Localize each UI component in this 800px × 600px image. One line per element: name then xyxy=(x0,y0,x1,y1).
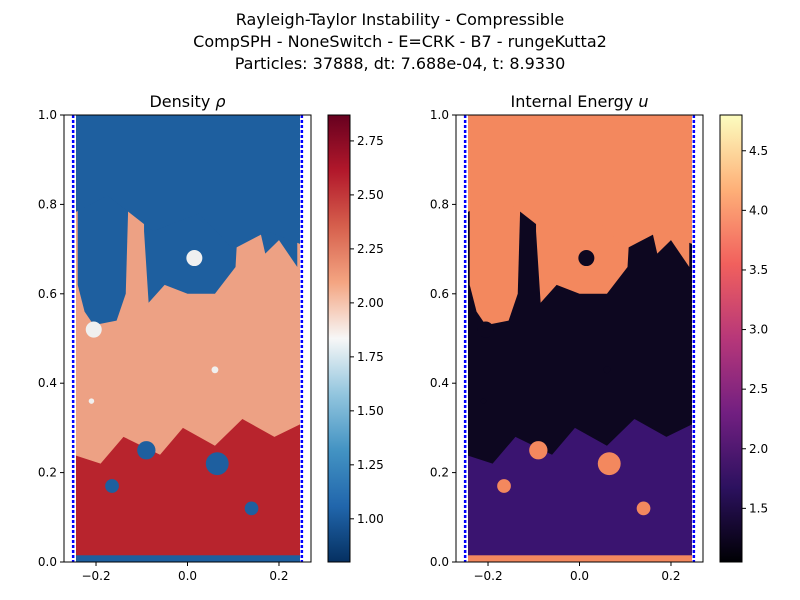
panel-0: Density ρ −0.2 0.0 0.2 0.0 0.2 0.4 0.6 0.8 1.0 1.0… xyxy=(38,92,384,583)
droplet xyxy=(186,250,203,267)
colorbar-gradient xyxy=(719,114,743,563)
x-tick-label: 0.2 xyxy=(269,569,288,583)
field-image xyxy=(76,115,300,562)
y-tick-label: 0.0 xyxy=(38,555,57,569)
colorbar-tick-label: 1.75 xyxy=(357,350,384,364)
colorbar-tick-label: 1.5 xyxy=(749,501,768,515)
bubble xyxy=(597,452,621,476)
bubble xyxy=(244,501,259,516)
colorbar-gradient xyxy=(327,114,351,563)
field-image xyxy=(468,115,692,562)
colorbar-tick-label: 2.0 xyxy=(749,442,768,456)
y-tick-label: 0.8 xyxy=(430,197,449,211)
y-tick-label: 0.2 xyxy=(38,466,57,480)
mixing-zone xyxy=(76,418,300,562)
droplet xyxy=(603,366,611,374)
panel-1: Internal Energy u −0.2 0.0 0.2 0.0 0.2 0.4 0.6 0… xyxy=(430,92,768,583)
colorbar-tick-label: 2.5 xyxy=(749,382,768,396)
bubble xyxy=(636,501,651,516)
colorbar-tick-label: 1.25 xyxy=(357,458,384,472)
x-tick-label: 0.2 xyxy=(661,569,680,583)
bubble xyxy=(205,452,229,476)
colorbar-tick-label: 3.5 xyxy=(749,263,768,277)
figure-title-line-1: Rayleigh-Taylor Instability - Compressib… xyxy=(235,10,565,29)
panel-title: Internal Energy u xyxy=(511,92,649,111)
y-tick-label: 0.4 xyxy=(430,376,449,390)
droplet xyxy=(88,398,95,404)
x-tick-label: −0.2 xyxy=(473,569,502,583)
colorbar-tick-label: 1.50 xyxy=(357,404,384,418)
colorbar-tick-label: 2.00 xyxy=(357,296,384,310)
x-tick-label: −0.2 xyxy=(81,569,110,583)
bubble xyxy=(529,441,548,460)
x-tick-label: 0.0 xyxy=(570,569,589,583)
colorbar: 1.00 1.25 1.50 1.75 2.00 2.25 2.50 2.75 xyxy=(327,114,384,563)
colorbar: 1.5 2.0 2.5 3.0 3.5 4.0 4.5 xyxy=(719,114,768,563)
y-tick-label: 0.0 xyxy=(430,555,449,569)
droplet xyxy=(85,321,102,338)
y-tick-label: 0.2 xyxy=(430,466,449,480)
x-tick-label: 0.0 xyxy=(178,569,197,583)
figure-title-line-2: CompSPH - NoneSwitch - E=CRK - B7 - rung… xyxy=(193,32,607,51)
figure-title-line-3: Particles: 37888, dt: 7.688e-04, t: 8.93… xyxy=(234,54,566,73)
panel-title: Density ρ xyxy=(149,92,225,111)
colorbar-tick-label: 1.00 xyxy=(357,512,384,526)
light-fluid-lower xyxy=(76,115,300,250)
y-tick-label: 1.0 xyxy=(38,108,57,122)
colorbar-tick-label: 2.25 xyxy=(357,242,384,256)
colorbar-tick-label: 3.0 xyxy=(749,323,768,337)
bubble xyxy=(497,479,511,493)
colorbar-tick-label: 4.5 xyxy=(749,144,768,158)
bottom-layer xyxy=(76,555,300,562)
bubble xyxy=(137,441,156,460)
mixing-zone xyxy=(468,418,692,562)
y-tick-label: 1.0 xyxy=(430,108,449,122)
colorbar-tick-label: 4.0 xyxy=(749,203,768,217)
colorbar-tick-label: 2.50 xyxy=(357,188,384,202)
droplet xyxy=(211,366,219,374)
y-tick-label: 0.6 xyxy=(38,287,57,301)
mixed-fluid xyxy=(76,418,300,562)
light-fluid-fingers xyxy=(76,115,300,326)
droplet xyxy=(578,250,595,267)
y-tick-label: 0.6 xyxy=(430,287,449,301)
mixed-fluid xyxy=(468,418,692,562)
bubble xyxy=(105,479,119,493)
y-tick-label: 0.4 xyxy=(38,376,57,390)
light-fluid-lower xyxy=(468,115,692,250)
y-tick-label: 0.8 xyxy=(38,197,57,211)
droplet xyxy=(480,398,487,404)
light-fluid-fingers xyxy=(468,115,692,326)
bottom-layer xyxy=(468,555,692,562)
droplet xyxy=(477,321,494,338)
colorbar-tick-label: 2.75 xyxy=(357,134,384,148)
